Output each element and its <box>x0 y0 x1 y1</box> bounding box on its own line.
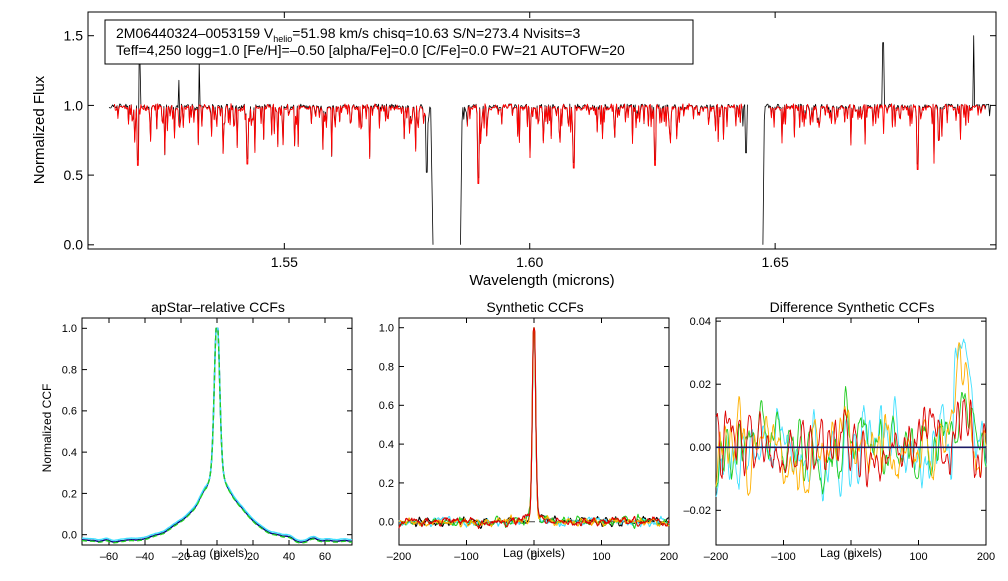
spectrum-xtick-label: 1.65 <box>762 254 789 270</box>
apstar-ccf-ytick-label: 0.4 <box>62 447 77 459</box>
spectrum-synthetic-line <box>113 103 426 166</box>
apstar-ccf-ticks: –60 –40 –20 0 20 40 60 0.0 0.2 0.4 0.6 0.8 1.0 <box>62 318 352 563</box>
apstar-ccf-xtick-label: 40 <box>283 551 295 563</box>
synthetic-ccf-ytick-label: 1.0 <box>379 323 394 335</box>
info-line-2: Teff=4,250 logg=1.0 [Fe/H]=–0.50 [alpha/… <box>116 42 625 58</box>
apstar-ccf-ytick-label: 1.0 <box>62 323 77 335</box>
synthetic-ccf-xtick-label: –200 <box>387 551 411 563</box>
spectrum-observed-line <box>460 103 748 245</box>
difference-ccf-xlabel: Lag (pixels) <box>820 546 882 560</box>
spectrum-observed-line <box>762 35 991 245</box>
info-line-1-params: =51.98 km/s chisq=10.63 S/N=273.4 Nvisit… <box>292 25 580 41</box>
spectrum-observed-line <box>108 60 434 245</box>
spectrum-synthetic-line <box>769 103 986 170</box>
apstar-ccf-xtick-label: 20 <box>247 551 259 563</box>
synthetic-ccf-title: Synthetic CCFs <box>486 299 583 315</box>
difference-ccf-ticks: –200 –100 0 100 200 –0.02 0.00 0.02 0.04 <box>683 316 995 563</box>
synthetic-ccf-line-visit-2 <box>398 327 669 529</box>
apstar-ccf-lines <box>81 327 353 544</box>
synthetic-ccf-ytick-label: 0.2 <box>379 478 394 490</box>
info-line-1-star: 2M06440324–0053159 V <box>116 25 274 41</box>
difference-ccf-line-visit-4 <box>715 398 987 488</box>
info-line-1: 2M06440324–0053159 Vhelio=51.98 km/s chi… <box>116 25 580 44</box>
spectrum-ticks: 1.55 1.60 1.65 0.0 0.5 1.0 1.5 <box>64 12 996 270</box>
apstar-ccf-ylabel: Normalized CCF <box>40 384 54 473</box>
apstar-ccf-xtick-label: –20 <box>172 551 190 563</box>
difference-ccf-panel: Difference Synthetic CCFs –200 –100 0 100 20… <box>683 299 995 563</box>
apstar-ccf-ytick-label: 0.0 <box>62 530 77 542</box>
synthetic-ccf-line-visit-3 <box>398 327 670 528</box>
spectrum-frame <box>87 11 997 250</box>
spectrum-ytick-label: 0.0 <box>64 237 84 253</box>
apstar-ccf-line-visit-2 <box>82 327 353 542</box>
synthetic-ccf-ytick-label: 0.4 <box>379 439 394 451</box>
difference-ccf-xtick-label: –200 <box>704 551 728 563</box>
difference-ccf-ytick-label: –0.02 <box>683 505 711 517</box>
difference-ccf-xtick-label: 100 <box>909 551 927 563</box>
spectrum-panel: 1.55 1.60 1.65 0.0 0.5 1.0 1.5 2M06440324–0053… <box>31 11 997 289</box>
apstar-ccf-ytick-label: 0.8 <box>62 364 77 376</box>
apstar-ccf-title: apStar–relative CCFs <box>151 299 285 315</box>
synthetic-ccf-frame <box>398 317 670 546</box>
info-box-frame <box>104 19 694 65</box>
apstar-ccf-line-visit-1 <box>82 327 353 543</box>
spectrum-xtick-label: 1.55 <box>271 254 298 270</box>
synthetic-ccf-xtick-label: –100 <box>454 551 478 563</box>
spectrum-lines <box>108 35 991 245</box>
spectrum-info-box: 2M06440324–0053159 Vhelio=51.98 km/s chi… <box>104 19 694 65</box>
apstar-ccf-line-visit-3 <box>81 327 353 544</box>
synthetic-ccf-line-visit-4 <box>398 327 670 530</box>
apstar-ccf-panel: apStar–relative CCFs –60 –40 –20 0 20 40 60 0.0… <box>40 299 353 563</box>
difference-ccf-line-visit-3 <box>715 342 987 496</box>
apstar-ccf-ytick-label: 0.2 <box>62 488 77 500</box>
difference-ccf-title: Difference Synthetic CCFs <box>770 299 935 315</box>
synthetic-ccf-ytick-label: 0.0 <box>379 517 394 529</box>
apstar-ccf-frame <box>81 317 353 546</box>
synthetic-ccf-xtick-label: 0 <box>531 551 537 563</box>
synthetic-ccf-xlabel: Lag (pixels) <box>503 546 565 560</box>
difference-ccf-frame <box>715 317 987 546</box>
spectrum-xtick-label: 1.60 <box>516 254 543 270</box>
apstar-ccf-xtick-label: –60 <box>100 551 118 563</box>
difference-ccf-xtick-label: 200 <box>977 551 995 563</box>
apstar-ccf-xlabel: Lag (pixels) <box>186 546 248 560</box>
synthetic-ccf-ytick-label: 0.6 <box>379 400 394 412</box>
difference-ccf-xtick-label: –100 <box>771 551 795 563</box>
difference-ccf-line-visit-1 <box>715 338 987 502</box>
difference-ccf-xtick-label: 0 <box>848 551 854 563</box>
info-line-1-subscript: helio <box>273 34 292 44</box>
spectrum-xlabel: Wavelength (microns) <box>469 272 614 289</box>
synthetic-ccf-ytick-label: 0.8 <box>379 361 394 373</box>
spectrum-ytick-label: 1.5 <box>64 28 84 44</box>
spectrum-ytick-label: 1.0 <box>64 97 84 113</box>
apstar-ccf-xtick-label: 0 <box>214 551 220 563</box>
apstar-ccf-ytick-label: 0.6 <box>62 406 77 418</box>
synthetic-ccf-xtick-label: 200 <box>660 551 678 563</box>
apstar-ccf-xtick-label: 60 <box>319 551 331 563</box>
difference-ccf-ytick-label: 0.00 <box>690 442 711 454</box>
difference-ccf-ytick-label: 0.04 <box>690 316 711 328</box>
difference-ccf-ytick-label: 0.02 <box>690 379 711 391</box>
synthetic-ccf-ticks: –200 –100 0 100 200 0.0 0.2 0.4 0.6 0.8 1.0 <box>379 318 678 563</box>
difference-ccf-lines <box>715 338 987 502</box>
spectrum-ytick-label: 0.5 <box>64 167 84 183</box>
synthetic-ccf-xtick-label: 100 <box>592 551 610 563</box>
apstar-ccf-xtick-label: –40 <box>136 551 154 563</box>
spectrum-ylabel: Normalized Flux <box>31 75 48 184</box>
synthetic-ccf-line-visit-1 <box>398 327 670 528</box>
spectrum-synthetic-line <box>466 103 743 184</box>
synthetic-ccf-lines <box>398 327 670 530</box>
synthetic-ccf-panel: Synthetic CCFs –200 –100 0 100 200 0.0 0.2 0.4 0… <box>379 299 678 563</box>
synthetic-ccf-line-combined <box>398 327 670 529</box>
